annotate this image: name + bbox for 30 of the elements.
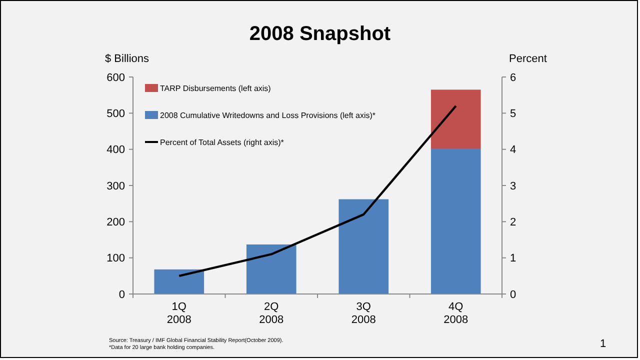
x-tick-label: 4Q 2008 bbox=[444, 301, 468, 326]
y2-tick-label: 4 bbox=[510, 144, 516, 156]
y-tick-label: 600 bbox=[106, 72, 125, 84]
y2-tick-label: 6 bbox=[510, 72, 516, 84]
legend-label: 2008 Cumulative Writedowns and Loss Provisions (left axis)* bbox=[160, 110, 376, 120]
y-tick-label: 0 bbox=[118, 288, 125, 301]
bar bbox=[430, 90, 481, 149]
y2-tick-label: 5 bbox=[510, 108, 516, 120]
chart-title: 2008 Snapshot bbox=[249, 23, 391, 45]
y2-axis-title: Percent bbox=[509, 53, 547, 65]
bar bbox=[154, 269, 204, 294]
legend-label: TARP Disbursements (left axis) bbox=[160, 84, 272, 93]
y2-tick-label: 2 bbox=[510, 216, 516, 229]
x-tick-label: 2Q 2008 bbox=[259, 301, 284, 326]
y-axis-title: $ Billions bbox=[105, 53, 150, 65]
bar bbox=[338, 199, 389, 294]
bar bbox=[246, 244, 296, 294]
y-tick-label: 100 bbox=[106, 252, 125, 265]
y2-tick-label: 1 bbox=[510, 252, 516, 265]
text: 1 bbox=[600, 338, 606, 350]
y2-tick-label: 0 bbox=[510, 288, 516, 301]
y-tick-label: 300 bbox=[106, 180, 125, 192]
x-tick-label: 1Q 2008 bbox=[166, 301, 192, 326]
legend-label: Percent of Total Assets (right axis)* bbox=[160, 138, 284, 147]
y-tick-label: 500 bbox=[106, 108, 125, 120]
y2-tick-label: 3 bbox=[510, 180, 516, 192]
y-tick-label: 200 bbox=[106, 216, 125, 229]
bar bbox=[430, 148, 481, 294]
y-tick-label: 400 bbox=[106, 144, 125, 156]
x-tick-label: 3Q 2008 bbox=[351, 301, 376, 326]
